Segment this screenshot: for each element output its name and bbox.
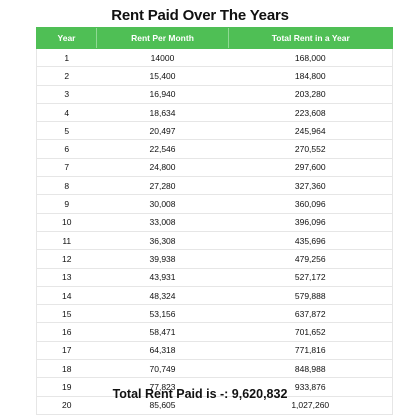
cell-year: 18 (36, 359, 97, 379)
cell-total-rent: 297,600 (228, 158, 393, 178)
table-row: 12 39,938 479,256 (36, 249, 393, 269)
cell-total-rent: 327,360 (228, 176, 393, 196)
table-row: 9 30,008 360,096 (36, 194, 393, 214)
table-row: 19 77,823 933,876 (36, 377, 393, 397)
cell-total-rent: 245,964 (228, 121, 393, 141)
cell-rent-per-month: 53,156 (96, 304, 229, 324)
cell-year: 13 (36, 268, 97, 287)
cell-rent-per-month: 36,308 (96, 231, 229, 251)
cell-total-rent: 848,988 (228, 359, 393, 379)
cell-rent-per-month: 27,280 (96, 176, 229, 196)
cell-total-rent: 223,608 (228, 103, 393, 123)
cell-rent-per-month: 39,938 (96, 249, 229, 269)
column-header-total-rent: Total Rent in a Year (228, 27, 393, 49)
cell-rent-per-month: 24,800 (96, 158, 229, 178)
cell-total-rent: 435,696 (228, 231, 393, 251)
cell-rent-per-month: 15,400 (96, 66, 229, 86)
table-row: 17 64,318 771,816 (36, 341, 393, 361)
cell-rent-per-month: 70,749 (96, 359, 229, 379)
cell-total-rent: 360,096 (228, 194, 393, 214)
table-row: 7 24,800 297,600 (36, 158, 393, 178)
cell-rent-per-month: 14000 (96, 48, 229, 68)
column-header-rent-per-month: Rent Per Month (96, 27, 229, 49)
cell-rent-per-month: 64,318 (96, 341, 229, 361)
cell-year: 5 (36, 121, 97, 141)
table-row: 18 70,749 848,988 (36, 359, 393, 379)
cell-year: 15 (36, 304, 97, 324)
table-row: 16 58,471 701,652 (36, 322, 393, 342)
cell-year: 11 (36, 231, 97, 251)
table-row: 13 43,931 527,172 (36, 268, 393, 287)
cell-year: 6 (36, 139, 97, 159)
cell-total-rent: 203,280 (228, 85, 393, 104)
cell-total-rent: 527,172 (228, 268, 393, 287)
cell-year: 19 (36, 377, 97, 397)
table-row: 15 53,156 637,872 (36, 304, 393, 324)
table-row: 10 33,008 396,096 (36, 213, 393, 232)
table-header-row: Year Rent Per Month Total Rent in a Year (36, 27, 393, 49)
cell-year: 1 (36, 48, 97, 68)
cell-rent-per-month: 20,497 (96, 121, 229, 141)
page-title: Rent Paid Over The Years (111, 7, 289, 24)
cell-year: 7 (36, 158, 97, 178)
cell-total-rent: 168,000 (228, 48, 393, 68)
table-row: 3 16,940 203,280 (36, 85, 393, 104)
cell-year: 10 (36, 213, 97, 232)
table-row: 8 27,280 327,360 (36, 176, 393, 196)
cell-year: 16 (36, 322, 97, 342)
cell-year: 14 (36, 286, 97, 306)
cell-total-rent: 771,816 (228, 341, 393, 361)
cell-total-rent: 479,256 (228, 249, 393, 269)
table-row: 14 48,324 579,888 (36, 286, 393, 306)
table-row: 6 22,546 270,552 (36, 139, 393, 159)
cell-rent-per-month: 43,931 (96, 268, 229, 287)
cell-year: 2 (36, 66, 97, 86)
table-row: 4 18,634 223,608 (36, 103, 393, 123)
cell-rent-per-month: 22,546 (96, 139, 229, 159)
column-header-year: Year (36, 27, 97, 49)
cell-total-rent: 396,096 (228, 213, 393, 232)
cell-rent-per-month: 33,008 (96, 213, 229, 232)
cell-rent-per-month: 16,940 (96, 85, 229, 104)
table-row: 11 36,308 435,696 (36, 231, 393, 251)
cell-total-rent: 701,652 (228, 322, 393, 342)
cell-total-rent: 933,876 (228, 377, 393, 397)
cell-total-rent: 270,552 (228, 139, 393, 159)
cell-year: 17 (36, 341, 97, 361)
table-row: 2 15,400 184,800 (36, 66, 393, 86)
table-row: 5 20,497 245,964 (36, 121, 393, 141)
cell-year: 12 (36, 249, 97, 269)
cell-total-rent: 184,800 (228, 66, 393, 86)
cell-total-rent: 579,888 (228, 286, 393, 306)
cell-year: 4 (36, 103, 97, 123)
cell-rent-per-month: 30,008 (96, 194, 229, 214)
cell-rent-per-month: 77,823 (96, 377, 229, 397)
cell-rent-per-month: 58,471 (96, 322, 229, 342)
table-row: 1 14000 168,000 (36, 48, 393, 68)
cell-year: 8 (36, 176, 97, 196)
cell-total-rent: 637,872 (228, 304, 393, 324)
rent-table: Year Rent Per Month Total Rent in a Year… (36, 27, 393, 415)
cell-rent-per-month: 48,324 (96, 286, 229, 306)
cell-rent-per-month: 18,634 (96, 103, 229, 123)
total-rent-summary: Total Rent Paid is -: 9,620,832 (112, 387, 288, 401)
cell-year: 3 (36, 85, 97, 104)
cell-year: 9 (36, 194, 97, 214)
